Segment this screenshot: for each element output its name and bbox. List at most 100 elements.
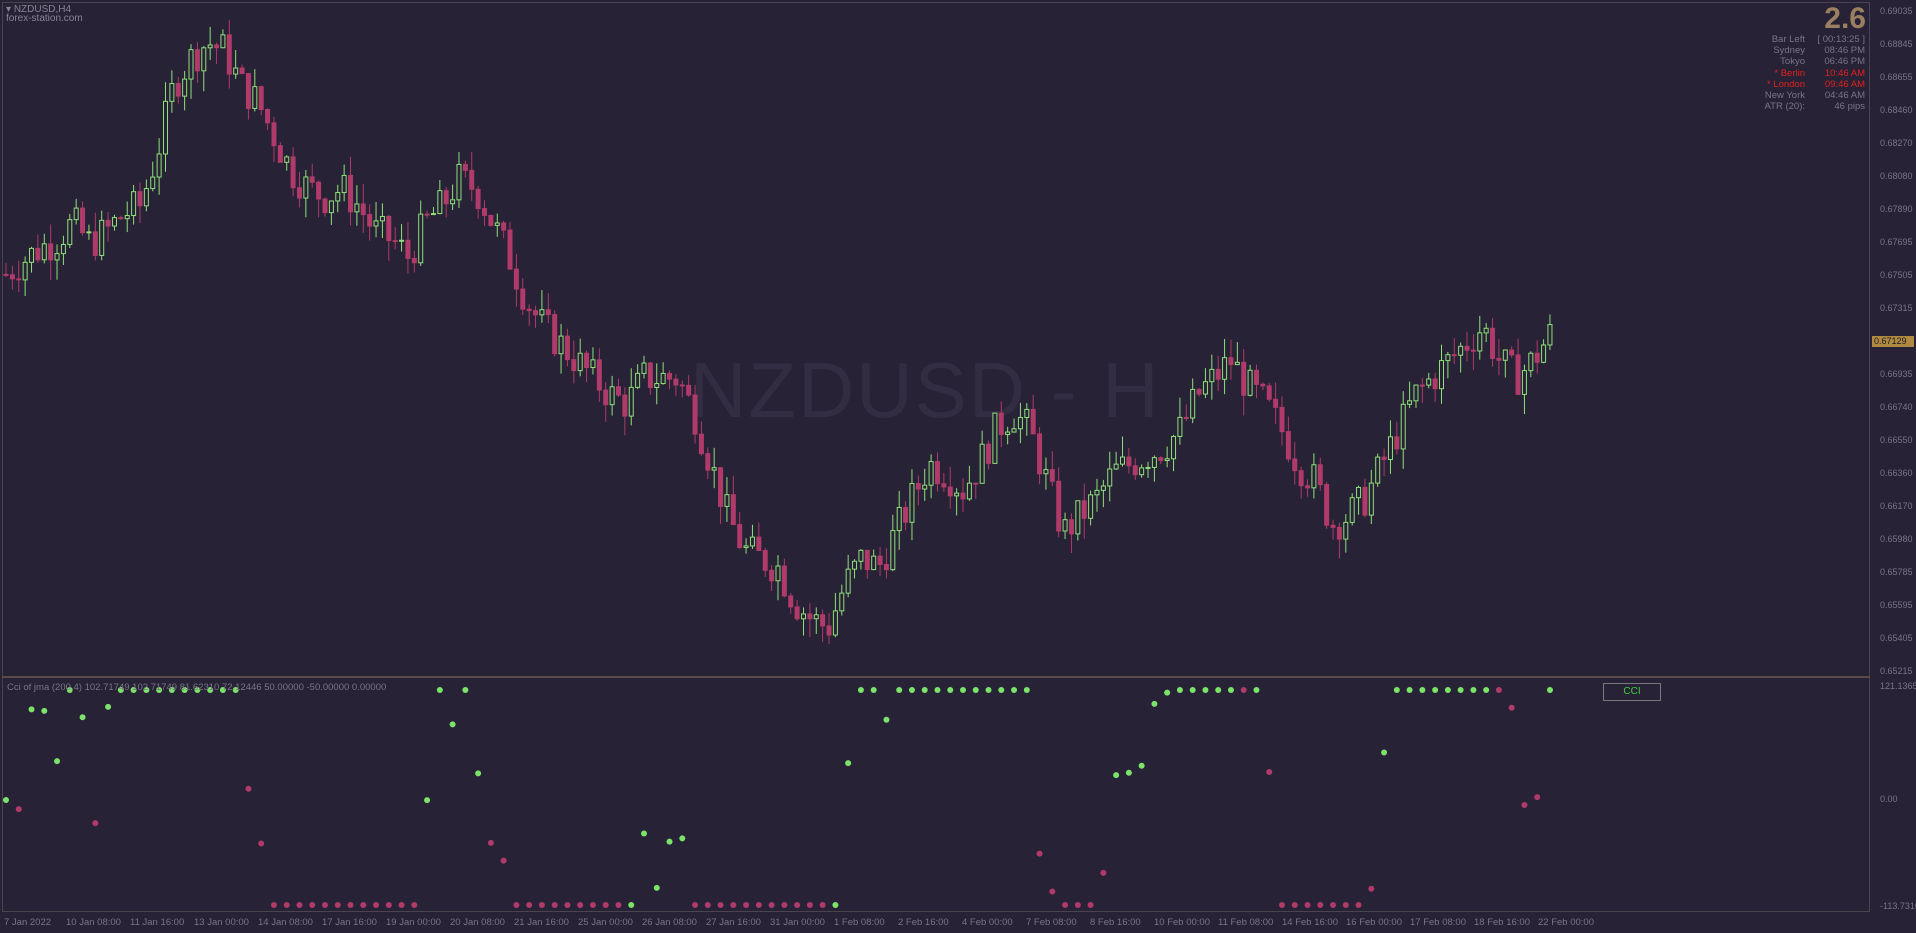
cci-dot (1317, 902, 1324, 908)
time-axis-label: 27 Jan 16:00 (706, 917, 761, 928)
candle-body (1120, 456, 1125, 465)
time-axis-label: 21 Jan 16:00 (514, 917, 569, 928)
info-row: Tokyo 06:46 PM (1745, 56, 1865, 67)
candle-body (756, 536, 762, 552)
price-axis-label: 0.67890 (1880, 204, 1913, 214)
indicator-axis-label: 0.00 (1880, 794, 1898, 804)
candle-body (1107, 468, 1113, 487)
price-axis-label: 0.68655 (1880, 72, 1913, 82)
candle-body (903, 506, 909, 523)
candle-body (539, 309, 545, 316)
cci-dot (615, 902, 622, 908)
candle-body (1279, 406, 1285, 433)
time-axis-label: 14 Jan 08:00 (258, 917, 313, 928)
candle-body (450, 199, 456, 205)
cci-button[interactable]: CCI (1603, 683, 1661, 701)
info-row-label: Tokyo (1780, 56, 1805, 68)
cci-dot (934, 687, 941, 693)
candle-body (1298, 470, 1304, 487)
candle-body (1413, 384, 1419, 402)
triangle-down-icon[interactable]: ▾ (6, 4, 12, 15)
candle-body (858, 549, 864, 562)
candle-body (794, 606, 800, 620)
candle-body (1062, 519, 1068, 532)
cci-dot (1393, 687, 1400, 693)
candle-body (635, 372, 641, 388)
candle-body (488, 214, 494, 226)
candle-body (296, 187, 302, 199)
candle-body (29, 247, 35, 263)
price-axis-label: 0.66360 (1880, 468, 1913, 478)
cci-dot (819, 902, 826, 908)
cci-dot (1495, 687, 1502, 693)
cci-dot (1457, 687, 1464, 693)
info-row: New York 04:46 AM (1745, 90, 1865, 101)
cci-dot (1100, 869, 1107, 876)
cci-dot (1419, 687, 1426, 693)
candle-body (813, 614, 819, 620)
time-axis-label: 13 Jan 00:00 (194, 917, 249, 928)
candle-body (124, 215, 130, 220)
cci-dot (806, 902, 813, 908)
candle-body (545, 309, 551, 316)
candle-body (35, 247, 41, 261)
candle-body (711, 467, 717, 471)
cci-dot (717, 902, 724, 908)
cci-dot (653, 884, 660, 891)
cci-dot (1240, 687, 1247, 693)
candle-body (335, 192, 341, 202)
price-axis-label: 0.65980 (1880, 534, 1913, 544)
candle-body (1151, 457, 1157, 468)
cci-dot (1138, 762, 1145, 769)
chart-frame[interactable] (2, 2, 1870, 912)
candle-body (118, 217, 124, 220)
candle-body (1305, 485, 1311, 489)
time-axis-label: 18 Feb 16:00 (1474, 917, 1530, 928)
candle-body (143, 188, 149, 207)
candle-body (1266, 385, 1272, 400)
cci-dot (883, 716, 890, 723)
cci-dot (181, 687, 188, 693)
cci-dot (1406, 687, 1413, 693)
candle-body (1515, 354, 1521, 395)
cci-dot (1253, 687, 1260, 693)
cci-dot (1355, 902, 1362, 908)
cci-dot (743, 902, 750, 908)
candle-body (322, 198, 328, 214)
price-axis-label: 0.69035 (1880, 6, 1913, 16)
cci-dot (105, 703, 112, 710)
candle-body (201, 47, 207, 72)
cci-dot (1470, 687, 1477, 693)
price-axis-label: 0.67695 (1880, 237, 1913, 247)
candle-body (864, 549, 870, 571)
indicator-separator[interactable] (2, 676, 1870, 678)
cci-dot (334, 902, 341, 908)
cci-dot (449, 721, 456, 728)
candle-body (730, 494, 736, 526)
candle-body (507, 229, 513, 270)
candle-body (156, 153, 162, 178)
candle-body (3, 273, 9, 276)
candle-body (826, 625, 832, 636)
candle-body (1209, 368, 1215, 383)
candle-body (360, 203, 366, 216)
candle-body (992, 412, 998, 464)
cci-dot (1266, 769, 1273, 776)
symbol-label: ▾ NZDUSD,H4 (6, 4, 71, 15)
candle-body (1030, 408, 1036, 435)
cci-dot (998, 687, 1005, 693)
cci-dot (781, 902, 788, 908)
candle-body (111, 217, 117, 227)
price-axis-label: 0.65785 (1880, 567, 1913, 577)
cci-dot (373, 902, 380, 908)
time-axis-label: 17 Feb 08:00 (1410, 917, 1466, 928)
candle-body (724, 494, 730, 507)
candle-body (48, 243, 54, 261)
candle-body (1202, 381, 1208, 395)
candle-body (182, 78, 188, 97)
candle-body (1483, 327, 1489, 334)
cci-dot (130, 687, 137, 693)
cci-dot (1215, 687, 1222, 693)
candle-body (1056, 480, 1062, 532)
